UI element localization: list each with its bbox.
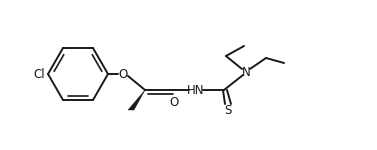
Text: O: O <box>169 96 179 108</box>
Text: S: S <box>224 103 232 117</box>
Text: Cl: Cl <box>34 68 45 81</box>
Text: N: N <box>242 66 250 78</box>
Text: HN: HN <box>187 84 205 96</box>
Text: O: O <box>118 68 128 81</box>
Polygon shape <box>128 90 145 110</box>
